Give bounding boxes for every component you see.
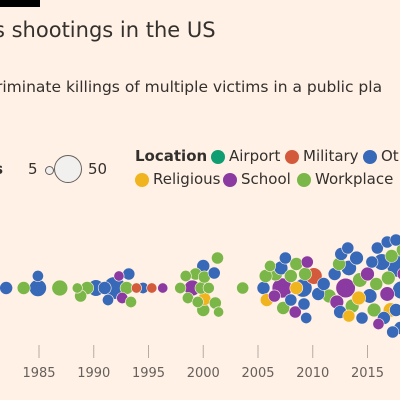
legend-label-religious: Religious	[153, 170, 221, 188]
incident-bubble-93	[389, 233, 400, 247]
incident-bubble-71	[342, 309, 356, 323]
incident-bubble-12	[113, 270, 125, 282]
legend-label-airport: Airport	[229, 147, 281, 165]
incident-bubble-22	[179, 270, 192, 282]
brand-bar	[0, 0, 40, 7]
x-tick-label-1995: 1995	[132, 366, 165, 381]
legend-swatch-workplace	[297, 173, 311, 187]
chart-subtitle: riminate killings of multiple victims in…	[0, 78, 383, 96]
chart-title: s shootings in the US	[0, 18, 216, 42]
incident-bubble-46	[276, 301, 290, 315]
incident-bubble-35	[211, 251, 224, 265]
legend-swatch-religious	[135, 173, 149, 187]
incident-bubble-48	[284, 269, 298, 283]
incident-bubble-76	[360, 266, 375, 282]
legend-label-workplace: Workplace	[315, 170, 394, 188]
incident-bubble-86	[381, 270, 396, 286]
incident-bubble-51	[289, 281, 304, 295]
x-tick-label-2010: 2010	[296, 366, 329, 381]
legend-label-military: Military	[303, 147, 359, 165]
incident-bubble-37	[236, 281, 250, 295]
incident-bubble-38	[256, 281, 271, 295]
incident-bubble-16	[125, 296, 137, 308]
x-tick-label-1990: 1990	[77, 366, 110, 381]
x-tick-label-1985: 1985	[22, 366, 55, 381]
size-legend-small-value: 5	[28, 160, 38, 178]
size-legend: es 5 50	[0, 150, 130, 190]
incident-bubble-10	[102, 294, 114, 306]
incident-bubble-90	[386, 325, 400, 339]
incident-bubble-5	[71, 282, 83, 294]
incident-bubble-81	[370, 241, 384, 255]
incident-bubble-57	[298, 267, 312, 281]
incident-bubble-60	[316, 277, 331, 291]
legend-swatch-other	[363, 150, 377, 164]
incident-bubble-4	[51, 279, 69, 297]
incident-bubble-78	[365, 255, 379, 269]
legend-swatch-school	[223, 173, 237, 187]
incident-bubble-87	[379, 286, 395, 302]
incident-bubble-54	[297, 297, 311, 311]
incident-bubble-92	[389, 303, 400, 317]
incident-bubble-96	[396, 268, 400, 280]
incident-bubble-2	[28, 279, 47, 297]
x-tick-label-2005: 2005	[241, 366, 274, 381]
incident-bubble-82	[372, 318, 385, 330]
incident-bubble-72	[349, 250, 364, 266]
size-legend-small-circle	[45, 166, 54, 175]
incident-bubble-67	[335, 277, 356, 299]
x-tick-label-2015: 2015	[351, 366, 384, 381]
incident-bubble-26	[191, 296, 204, 308]
incident-bubble-3	[31, 270, 44, 282]
size-legend-large-value: 50	[88, 160, 108, 178]
incident-bubble-89	[384, 249, 399, 263]
incident-bubble-56	[300, 312, 313, 324]
incident-bubble-20	[157, 282, 169, 294]
incident-bubble-0	[0, 281, 13, 295]
incident-bubble-15	[122, 267, 136, 281]
incident-bubble-41	[264, 260, 276, 272]
incident-bubble-33	[207, 266, 221, 280]
incident-bubble-79	[366, 302, 382, 318]
incident-bubble-52	[289, 257, 304, 271]
legend-label-school: School	[241, 170, 291, 188]
location-legend-title: Location	[135, 147, 208, 165]
legend-label-other: Oth	[381, 147, 400, 165]
size-legend-large-circle	[54, 155, 82, 183]
incident-bubble-80	[369, 277, 384, 291]
incident-bubble-49	[284, 293, 298, 307]
incident-bubble-47	[278, 251, 292, 265]
incident-bubble-70	[341, 241, 355, 255]
legend-swatch-airport	[211, 150, 225, 164]
incident-bubble-42	[268, 289, 281, 303]
incident-bubble-73	[351, 290, 366, 306]
legend-swatch-military	[285, 150, 299, 164]
incident-bubble-19	[146, 282, 158, 294]
x-tick-label-2000: 2000	[187, 366, 220, 381]
incident-bubble-75	[355, 311, 369, 325]
incident-bubble-50	[288, 305, 302, 319]
incident-bubble-55	[300, 255, 314, 269]
incident-bubble-32	[202, 282, 215, 294]
location-legend: Location Airport Military Oth Religious …	[135, 146, 400, 192]
incident-bubble-17	[131, 282, 142, 294]
incident-bubble-36	[213, 306, 225, 318]
incident-bubble-21	[174, 282, 187, 294]
incident-bubble-9	[97, 281, 112, 295]
size-legend-title: es	[0, 160, 3, 178]
incident-bubble-1	[16, 281, 31, 295]
